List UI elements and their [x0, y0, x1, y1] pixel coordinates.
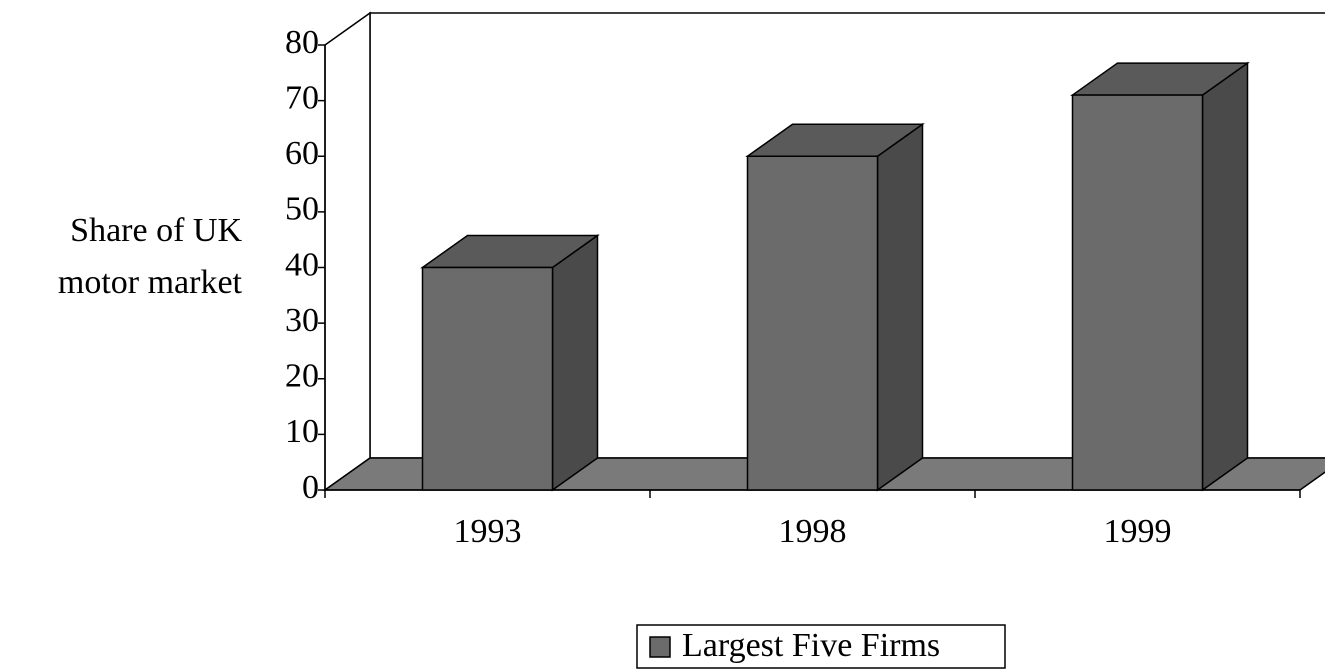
x-tick-label: 1998 — [779, 513, 847, 550]
x-tick-label: 1993 — [454, 513, 522, 550]
bar-side — [551, 234, 599, 492]
y-tick-label: 0 — [302, 469, 319, 506]
legend-box — [636, 624, 1006, 669]
bar-side — [1201, 61, 1249, 492]
bar — [1071, 94, 1204, 491]
y-tick-label: 30 — [285, 302, 319, 339]
bar — [746, 155, 879, 491]
side-wall — [324, 11, 371, 492]
legend-swatch — [649, 636, 671, 658]
y-tick-label: 80 — [285, 24, 319, 61]
y-axis-label: Share of UK motor market — [57, 212, 242, 301]
y-tick-label: 40 — [285, 246, 319, 283]
x-tick-label: 1999 — [1104, 513, 1172, 550]
bar-side — [876, 122, 924, 492]
y-tick-label: 10 — [285, 413, 319, 450]
bar — [421, 266, 554, 491]
y-tick-label: 70 — [285, 79, 319, 116]
y-tick-label: 20 — [285, 358, 319, 395]
y-tick-label: 50 — [285, 191, 319, 228]
y-tick-label: 60 — [285, 135, 319, 172]
legend-label: Largest Five Firms — [682, 627, 940, 664]
